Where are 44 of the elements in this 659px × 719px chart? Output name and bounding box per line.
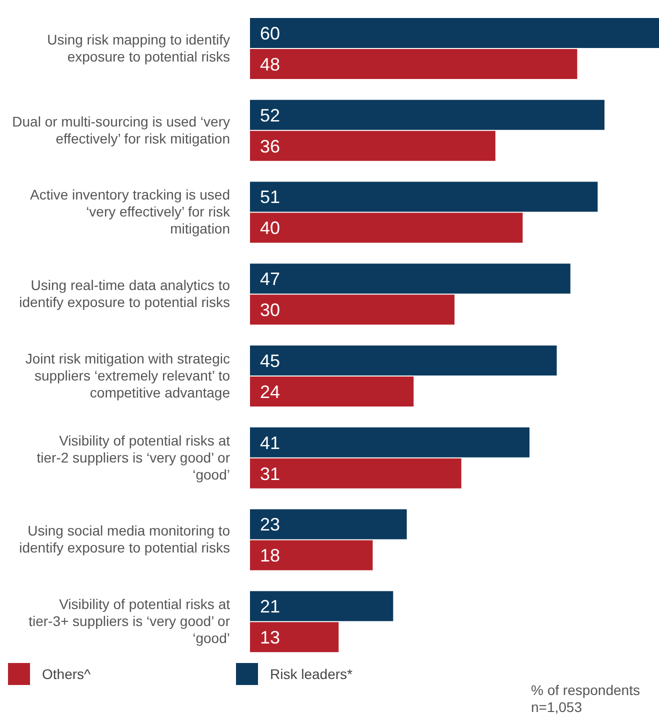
data-label: 18: [260, 546, 280, 566]
text: % of respondents: [531, 682, 640, 699]
y-tick-label: Active inventory tracking is used ‘very effectively’ for risk mitigation: [30, 186, 231, 236]
bar: [250, 130, 496, 161]
bar: [250, 49, 578, 79]
data-label: 24: [260, 382, 280, 402]
bar: [250, 591, 394, 622]
bar: [250, 18, 659, 48]
bar: [250, 622, 339, 652]
bar: [250, 182, 598, 212]
bar: [250, 458, 462, 488]
text: n=1,053: [531, 699, 583, 716]
data-label: 13: [260, 628, 280, 648]
legend-label: Others^: [42, 666, 91, 682]
data-label: 51: [260, 187, 280, 208]
data-label: 23: [260, 514, 280, 535]
data-label: 60: [260, 23, 280, 44]
bar: [250, 264, 570, 294]
y-tick-label: Dual or multi-sourcing is used ‘very effectively’ for risk mitigation: [12, 113, 230, 146]
bar: [250, 509, 407, 540]
data-label: 36: [260, 136, 280, 156]
data-label: 41: [260, 432, 280, 453]
y-tick-label: Visibility of potential risks at tier-2 suppliers is ‘very good’ or ‘good’: [36, 432, 230, 482]
data-label: 52: [260, 105, 280, 126]
y-tick-label: Using risk mapping to identify exposure to potential risks: [47, 31, 230, 64]
bar: [250, 376, 414, 406]
y-tick-label: Visibility of potential risks at tier-3+ suppliers is ‘very good’ or ‘good’: [28, 596, 230, 646]
data-label: 31: [260, 464, 280, 484]
data-label: 48: [260, 54, 280, 74]
bar: [250, 346, 557, 376]
data-label: 21: [260, 596, 280, 617]
bar: [250, 427, 530, 458]
bar: [250, 212, 523, 243]
bar: [250, 294, 454, 325]
data-label: 40: [260, 218, 280, 238]
bar: [250, 540, 373, 570]
bar: [250, 100, 604, 130]
y-tick-label: Joint risk mitigation with strategic suppliers ‘extremely relevant’ to competitive advantage: [25, 350, 230, 400]
data-label: 30: [260, 300, 280, 320]
data-label: 47: [260, 269, 280, 290]
data-label: 45: [260, 350, 280, 371]
y-tick-label: Using social media monitoring to identify exposure to potential risks: [19, 522, 230, 556]
y-tick-label: Using real-time data analytics to identify exposure to potential risks: [19, 276, 230, 310]
legend-label: Risk leaders*: [270, 666, 352, 682]
